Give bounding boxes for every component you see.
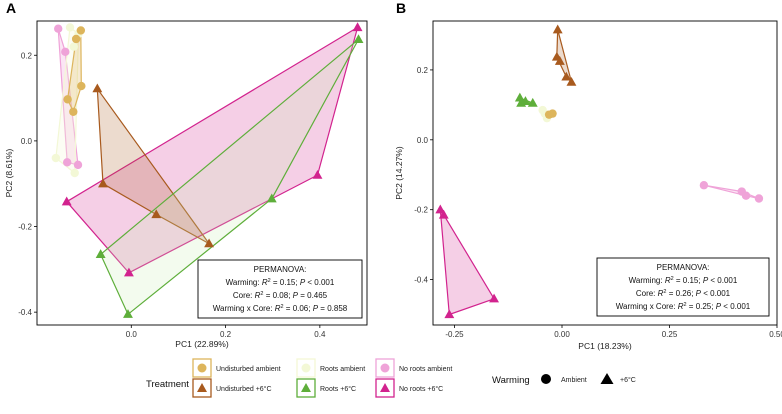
panel-b-y-ticks: 0.2 0.0 -0.2 -0.4 (414, 66, 433, 285)
panel-a-x-tick-label: 0.2 (220, 330, 232, 339)
ambient-circle-icon (541, 374, 551, 384)
panel-b-y-tick-label: 0.2 (417, 66, 429, 75)
panel-b-letter: B (396, 0, 406, 16)
panel-b-y-tick-label: -0.4 (414, 276, 428, 285)
panel-a-y-axis-title: PC2 (8.61%) (4, 149, 14, 198)
panel-a-y-tick-label: 0.0 (21, 137, 33, 146)
figure-canvas: A 0.0 0.2 0.4 0.20.0-0.2-0.4 PC1 (22.89%) … (0, 0, 782, 409)
panel-a-permanova-title: PERMANOVA: (254, 265, 307, 274)
treatment-legend-title: Treatment (146, 379, 189, 390)
legend-circle-icon (198, 364, 207, 373)
point-ra_amb-circle (70, 42, 78, 50)
panel-b-x-tick-label: 0.25 (662, 330, 678, 339)
panel-b-x-axis-title: PC1 (18.23%) (578, 341, 632, 351)
panel-b-y-tick-label: -0.2 (414, 206, 428, 215)
legend-label: Undisturbed ambient (216, 366, 281, 373)
panel-b-x-tick-label: -0.25 (445, 330, 464, 339)
legend-label: Undisturbed +6°C (216, 385, 272, 393)
warm-triangle-icon (601, 373, 614, 384)
panel-a-y-ticks: 0.2 0.0 -0.2 -0.4 (18, 51, 37, 317)
panel-a-x-ticks: 0.0 0.2 0.4 (126, 325, 326, 339)
panel-b: B -0.25 0.00 0.25 0.50 0.2 0.0 -0.2 -0.4 PC1 (… (394, 0, 782, 351)
point-ra_amb-circle (52, 154, 60, 162)
panel-a-y-tick-label: -0.4 (18, 308, 32, 317)
panel-b-x-tick-label: 0.00 (554, 330, 570, 339)
point-ua_amb-circle (72, 35, 80, 43)
panel-b-y-axis-title: PC2 (14.27%) (394, 146, 404, 200)
panel-a: A 0.0 0.2 0.4 0.20.0-0.2-0.4 PC1 (22.89%) … (4, 0, 367, 349)
legend-label: No roots +6°C (399, 385, 443, 393)
point-nr_amb-circle (61, 48, 69, 56)
point-nr_amb-circle (54, 25, 62, 33)
legend: Treatment Undisturbed ambient Roots ambie… (146, 359, 636, 397)
panel-b-x-ticks: -0.25 0.00 0.25 0.50 (445, 325, 782, 339)
panel-a-y-tick-label: 0.2 (21, 51, 33, 60)
warming-legend-title: Warming (492, 375, 530, 386)
panel-a-x-tick-label: 0.0 (126, 330, 138, 339)
panel-a-x-tick-label: 0.4 (314, 330, 326, 339)
panel-a-y-tick-label: -0.2 (18, 223, 32, 232)
point-ua_amb-circle (69, 108, 77, 116)
legend-label: Roots +6°C (320, 385, 356, 393)
point-ua_amb-circle (63, 95, 71, 103)
treatment-legend-item-ua_warm: Undisturbed +6°C (193, 379, 272, 397)
panel-a-letter: A (6, 0, 16, 16)
treatment-legend-item-nr_warm: No roots +6°C (376, 379, 443, 397)
panel-b-permanova-core: Core: R2 = 0.26; P < 0.001 (636, 289, 731, 298)
treatment-legend-item-ra_amb: Roots ambient (297, 359, 365, 377)
point-ra_amb-circle (66, 23, 74, 31)
panel-a-permanova-box: PERMANOVA: Warming: R2 = 0.15; P < 0.001… (198, 260, 362, 318)
warming-legend-ambient: Ambient (541, 374, 587, 384)
panel-a-x-axis-title: PC1 (22.89%) (175, 339, 229, 349)
panel-a-permanova-warming: Warming: R2 = 0.15; P < 0.001 (226, 278, 335, 287)
point-ua_amb-circle (545, 110, 553, 118)
point-ua_amb-circle (77, 82, 85, 90)
treatment-legend-item-ua_amb: Undisturbed ambient (193, 359, 281, 377)
legend-circle-icon (302, 364, 311, 373)
ordination-figure: A 0.0 0.2 0.4 0.2 0.0 -0.2 -0.4 PC1 (22.89%) … (0, 0, 782, 409)
point-ra_amb-circle (71, 169, 79, 177)
panel-a-permanova-core: Core: R2 = 0.08; P = 0.465 (233, 291, 328, 300)
warming-legend-warm-label: +6°C (620, 376, 636, 384)
panel-b-permanova-box: PERMANOVA: Warming: R2 = 0.15; P < 0.001… (597, 258, 769, 316)
legend-label: Roots ambient (320, 366, 365, 373)
panel-b-y-tick-label: 0.0 (417, 136, 429, 145)
point-nr_amb-circle (74, 161, 82, 169)
treatment-legend-item-rw_warm: Roots +6°C (297, 379, 356, 397)
panel-b-x-tick-label: 0.50 (769, 330, 782, 339)
treatment-legend-items: Undisturbed ambient Roots ambient No roots… (193, 359, 452, 397)
panel-a-permanova-interaction: Warming x Core: R2 = 0.06; P = 0.858 (213, 304, 348, 313)
point-nr_amb-circle (700, 181, 708, 189)
legend-circle-icon (381, 364, 390, 373)
treatment-legend-item-nr_amb: No roots ambient (376, 359, 452, 377)
panel-b-permanova-warming: Warming: R2 = 0.15; P < 0.001 (629, 276, 738, 285)
legend-label: No roots ambient (399, 366, 452, 373)
point-ua_amb-circle (77, 26, 85, 34)
warming-legend-ambient-label: Ambient (561, 377, 587, 384)
point-nr_amb-circle (742, 192, 750, 200)
point-nr_amb-circle (755, 194, 763, 202)
point-nr_amb-circle (63, 158, 71, 166)
panel-b-permanova-interaction: Warming x Core: R2 = 0.25; P < 0.001 (616, 302, 751, 311)
panel-b-permanova-title: PERMANOVA: (657, 263, 710, 272)
warming-legend-warm: +6°C (601, 373, 636, 384)
